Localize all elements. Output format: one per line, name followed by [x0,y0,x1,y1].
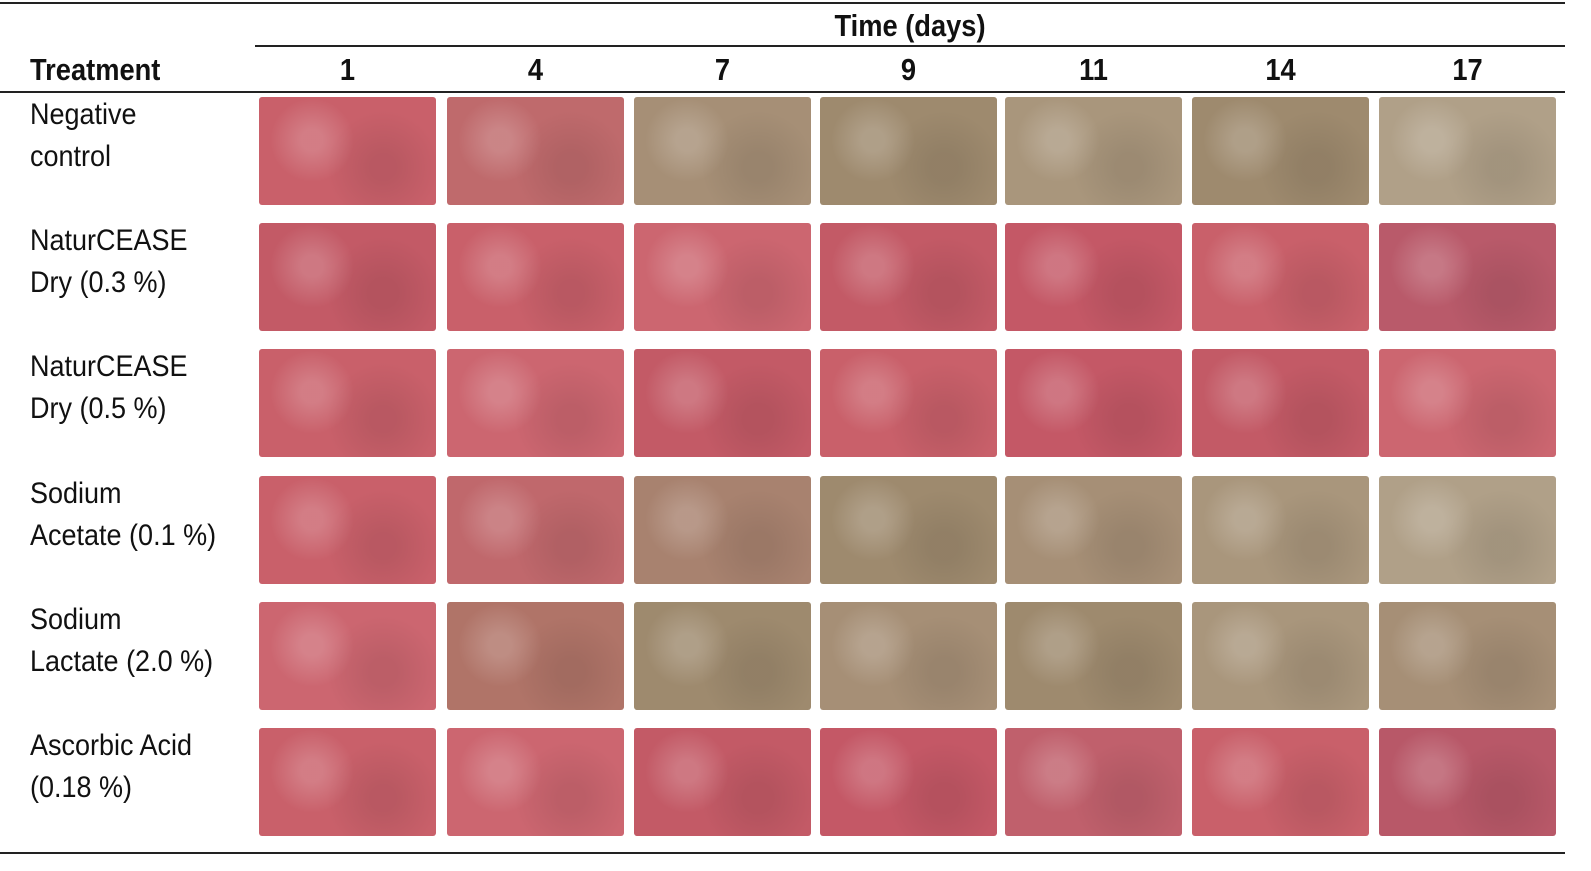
sample-photo [1005,97,1182,205]
day-label: 9 [900,52,917,87]
sample-photo [820,728,997,836]
sample-photo [259,349,436,457]
header-bottom-rule [0,91,1565,93]
sample-photo [1192,728,1369,836]
sample-photo [259,97,436,205]
row-label: Dry (0.3 %) [30,266,167,299]
sample-photo [447,728,624,836]
sample-photo [1005,602,1182,710]
sample-photo [259,223,436,331]
sample-photo [447,97,624,205]
sample-photo [1379,728,1556,836]
day-label: 17 [1452,52,1483,87]
row-label: Ascorbic Acid [30,729,193,762]
day-label: 4 [527,52,544,87]
sample-photo [820,349,997,457]
sample-photo [1192,349,1369,457]
sample-photo [820,223,997,331]
sample-photo [634,223,811,331]
sample-photo [1192,476,1369,584]
sample-photo [1379,476,1556,584]
row-label: NaturCEASE [30,350,188,383]
sample-photo [259,476,436,584]
top-rule [0,2,1565,4]
sample-photo [447,349,624,457]
sample-photo [447,476,624,584]
sample-photo [1005,349,1182,457]
sample-photo [820,476,997,584]
sample-photo [1379,349,1556,457]
row-label: Lactate (2.0 %) [30,645,214,678]
sample-photo [634,97,811,205]
row-label: Sodium [30,603,122,636]
day-label: 14 [1265,52,1296,87]
row-label: control [30,140,112,173]
sample-photo [259,602,436,710]
sample-photo [634,349,811,457]
sample-photo [447,602,624,710]
sample-photo [1192,97,1369,205]
sample-photo [259,728,436,836]
sample-photo [634,476,811,584]
sample-photo [1005,728,1182,836]
row-label: Sodium [30,477,122,510]
sample-photo [820,602,997,710]
row-label: Acetate (0.1 %) [30,519,217,552]
sample-photo [1192,223,1369,331]
time-label: Time (days) [834,8,986,43]
sample-photo [1005,223,1182,331]
row-label: Dry (0.5 %) [30,392,167,425]
sample-photo [1379,223,1556,331]
sample-photo [1379,602,1556,710]
day-label: 1 [339,52,356,87]
row-label: Negative [30,98,137,131]
sample-photo [1192,602,1369,710]
treatment-label: Treatment [30,52,161,87]
row-label: (0.18 %) [30,771,133,804]
row-label: NaturCEASE [30,224,188,257]
sample-photo [1005,476,1182,584]
sample-photo [634,728,811,836]
day-label: 7 [714,52,731,87]
sample-photo [1379,97,1556,205]
bottom-rule [0,852,1565,854]
sample-photo [447,223,624,331]
sample-photo [820,97,997,205]
header-rule [255,45,1565,47]
sample-photo [634,602,811,710]
day-label: 11 [1079,52,1108,87]
